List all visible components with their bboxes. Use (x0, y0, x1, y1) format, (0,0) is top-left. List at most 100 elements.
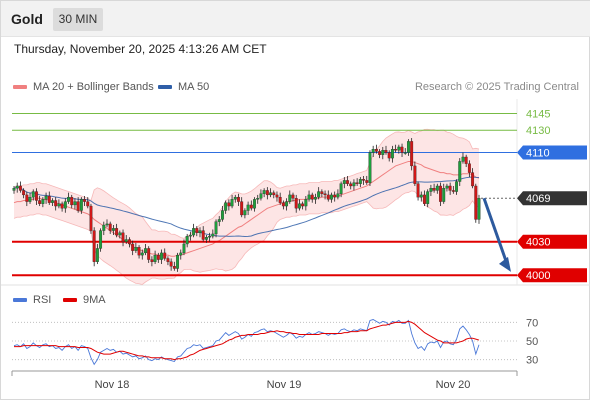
candle-body (304, 199, 308, 207)
candle-body (339, 183, 343, 194)
candle-body (204, 237, 208, 240)
rsi-legend-label: RSI (33, 294, 52, 306)
candle-body (313, 196, 317, 200)
candle-body (419, 194, 423, 198)
candle-body (67, 196, 70, 202)
rsi-tick-50: 50 (526, 336, 538, 348)
candle-body (336, 193, 340, 198)
candle-body (281, 202, 285, 207)
candle-body (44, 195, 48, 200)
candle-body (176, 254, 180, 269)
ma50-legend-label: MA 50 (178, 81, 210, 93)
ma9-swatch (63, 298, 77, 302)
ma50-swatch (158, 85, 172, 89)
candle-body (297, 203, 301, 209)
candle-body (169, 261, 173, 267)
candle-body (435, 185, 439, 191)
rsi-legend-rsi: RSI (13, 294, 51, 306)
candle-body (291, 194, 295, 199)
candle-body (102, 224, 106, 231)
candle-body (182, 243, 186, 254)
candle-body (179, 252, 183, 256)
candle-body (471, 172, 475, 187)
candle-body (285, 201, 289, 207)
instrument-title: Gold (11, 11, 43, 27)
candles-group (12, 138, 481, 272)
candle-body (198, 230, 202, 233)
candle-body (442, 188, 446, 202)
candle-body (137, 247, 141, 256)
candle-body (342, 180, 346, 184)
candle-body (73, 201, 77, 206)
rsi-legend-ma9: 9MA (63, 294, 106, 306)
candle-body (368, 152, 372, 183)
candle-body (147, 248, 151, 260)
candle-body (246, 204, 250, 211)
candle-body (458, 161, 462, 182)
candle-body (31, 191, 35, 198)
candle-body (384, 150, 388, 153)
candle-body (349, 183, 353, 187)
candle-body (25, 194, 29, 202)
candle-body (230, 199, 234, 207)
candle-body (92, 230, 96, 262)
candle-body (211, 233, 215, 237)
candle-body (403, 152, 407, 154)
candle-body (262, 190, 266, 194)
bollinger-lower-line (13, 190, 480, 285)
candle-body (455, 181, 459, 192)
level-tag-4110 (517, 145, 587, 160)
candle-body (326, 194, 330, 200)
level-label-4110: 4110 (526, 148, 550, 160)
candle-body (227, 202, 231, 207)
rsi-series-rsi (13, 319, 480, 366)
candle-body (413, 165, 417, 184)
candle-body (144, 248, 147, 254)
candle-body (355, 182, 359, 184)
candle-body (352, 182, 356, 187)
timeframe-button[interactable]: 30 MIN (53, 8, 103, 31)
candle-body (310, 194, 314, 200)
candle-body (105, 223, 109, 226)
candle-body (288, 194, 292, 202)
forecast-arrow-head (499, 256, 511, 272)
candle-body (140, 252, 144, 256)
candle-body (278, 196, 282, 203)
level-label-4130: 4130 (526, 125, 550, 137)
candle-body (301, 203, 305, 207)
candle-body (127, 239, 131, 245)
candle-body (38, 200, 42, 204)
candle-body (256, 198, 260, 200)
candle-body (390, 149, 394, 159)
candle-body (448, 185, 452, 191)
level-tag-4000 (517, 268, 587, 283)
candle-body (15, 185, 19, 189)
candle-body (160, 252, 163, 260)
header-bar: Gold 30 MIN (1, 1, 590, 37)
candle-body (115, 228, 119, 236)
candle-body (397, 146, 401, 151)
candle-body (217, 219, 221, 222)
candle-body (269, 192, 273, 196)
candle-body (131, 243, 135, 251)
candle-body (307, 194, 311, 200)
candle-body (346, 180, 349, 184)
candle-body (467, 163, 471, 173)
candle-body (378, 151, 382, 155)
candle-body (63, 201, 67, 209)
candle-body (362, 179, 366, 181)
candle-body (323, 193, 327, 196)
candle-body (371, 149, 375, 153)
candle-body (208, 236, 212, 238)
candle-body (474, 185, 478, 220)
candle-body (451, 190, 455, 192)
bollinger-band-fill (14, 129, 479, 285)
candle-body (153, 254, 157, 262)
rsi-swatch (13, 298, 27, 302)
level-label-4069: 4069 (526, 193, 550, 205)
rsi-tick-70: 70 (526, 317, 538, 329)
ma50-line (13, 176, 480, 237)
candle-body (423, 194, 426, 204)
candle-body (320, 191, 324, 194)
candle-body (477, 198, 481, 220)
